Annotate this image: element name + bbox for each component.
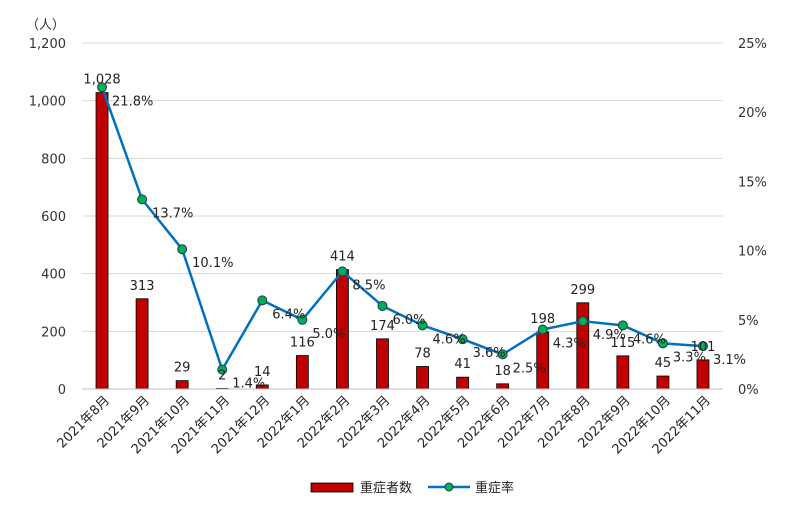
rate-marker xyxy=(617,320,628,331)
bar xyxy=(616,355,630,390)
rate-marker xyxy=(497,349,508,360)
rate-marker xyxy=(537,324,548,335)
rate-marker xyxy=(217,364,228,375)
rate-marker xyxy=(337,266,348,277)
rate-marker xyxy=(577,316,588,327)
rate-value-label: 4.6% xyxy=(633,332,666,347)
line-data-labels: 21.8% 13.7% 10.1% 1.4% 6.4% 5.0% 8.5% 6.0% 4.6% 3… xyxy=(112,94,746,391)
bar-value-label: 414 xyxy=(330,250,355,265)
rate-value-label: 10.1% xyxy=(192,256,233,271)
y2-tick-label: 5% xyxy=(738,314,759,329)
y-tick-label: 200 xyxy=(41,325,66,340)
bar-value-label: 115 xyxy=(610,336,635,351)
bar-value-label: 313 xyxy=(130,279,155,294)
rate-marker xyxy=(377,300,388,311)
rate-marker xyxy=(457,334,468,345)
rate-marker xyxy=(137,194,148,205)
y2-tick-label: 0% xyxy=(738,383,759,398)
rate-marker xyxy=(697,341,708,352)
bar-value-label: 198 xyxy=(530,312,555,327)
rate-marker xyxy=(417,320,428,331)
bar-value-label: 299 xyxy=(570,283,595,298)
line-series xyxy=(97,82,708,375)
y2-axis-ticks: 0% 5% 10% 15% 20% 25% xyxy=(738,37,767,398)
y2-tick-label: 10% xyxy=(738,245,767,260)
bar xyxy=(295,355,309,390)
bar xyxy=(135,298,149,390)
bar-value-label: 1,028 xyxy=(83,73,120,88)
rate-value-label: 3.3% xyxy=(673,350,706,365)
x-axis-ticks: 2021年8月2021年9月2021年10月2021年11月2021年12月20… xyxy=(55,393,714,457)
rate-value-label: 1.4% xyxy=(232,377,265,392)
rate-marker xyxy=(97,82,108,93)
bar-value-label: 45 xyxy=(655,356,672,371)
legend-swatch-bars xyxy=(310,482,354,493)
bar-value-label: 29 xyxy=(174,361,191,376)
legend-label-bars: 重症者数 xyxy=(360,480,412,496)
y-axis-ticks: 0 200 400 600 800 1,000 1,200 xyxy=(29,37,66,398)
rate-value-label: 21.8% xyxy=(112,94,153,109)
legend: 重症者数 重症率 xyxy=(310,480,514,496)
rate-marker xyxy=(177,244,188,255)
bar xyxy=(376,338,389,390)
bar-value-label: 41 xyxy=(454,357,471,372)
rate-value-label: 5.0% xyxy=(312,327,345,342)
rate-marker xyxy=(657,338,668,349)
y-tick-label: 600 xyxy=(41,210,66,225)
rate-value-label: 2.5% xyxy=(513,361,546,376)
rate-value-label: 4.6% xyxy=(433,332,466,347)
bar-data-labels: 1,028 313 29 2 14 116 414 174 78 41 18 198 299 115 45 1… xyxy=(83,73,715,384)
left-axis-unit: （人） xyxy=(26,18,65,33)
rate-value-label: 3.1% xyxy=(713,353,746,368)
rate-value-label: 4.3% xyxy=(553,336,586,351)
rate-value-label: 4.9% xyxy=(593,328,626,343)
y-tick-label: 400 xyxy=(41,268,66,283)
rate-value-label: 6.4% xyxy=(272,307,305,322)
bar xyxy=(95,92,109,390)
bar-value-label: 116 xyxy=(290,336,315,351)
rate-value-label: 6.0% xyxy=(392,313,425,328)
bar xyxy=(656,375,670,390)
rate-marker xyxy=(297,314,308,325)
bar-value-label: 174 xyxy=(370,319,395,334)
bar-value-label: 18 xyxy=(494,364,511,379)
rate-value-label: 3.6% xyxy=(473,346,506,361)
rate-marker xyxy=(257,295,268,306)
bar xyxy=(456,376,469,390)
bar-value-label: 2 xyxy=(218,368,226,383)
bar xyxy=(416,366,429,390)
y-tick-label: 1,000 xyxy=(29,95,66,110)
bar xyxy=(175,380,189,390)
rate-value-label: 8.5% xyxy=(352,278,385,293)
rate-value-label: 13.7% xyxy=(152,206,193,221)
bar-value-label: 101 xyxy=(691,340,716,355)
y-tick-label: 800 xyxy=(41,152,66,167)
gridlines xyxy=(82,42,723,332)
legend-marker-rate xyxy=(444,482,454,492)
y2-tick-label: 20% xyxy=(738,106,767,121)
bar-value-label: 78 xyxy=(414,347,431,362)
bar xyxy=(496,383,510,390)
rate-line xyxy=(100,86,704,371)
y2-tick-label: 25% xyxy=(738,37,767,52)
y-tick-label: 1,200 xyxy=(29,37,66,52)
legend-label-rate: 重症率 xyxy=(475,480,514,496)
y-tick-label: 0 xyxy=(58,383,66,398)
bar-value-label: 14 xyxy=(254,365,271,380)
y2-tick-label: 15% xyxy=(738,175,767,190)
